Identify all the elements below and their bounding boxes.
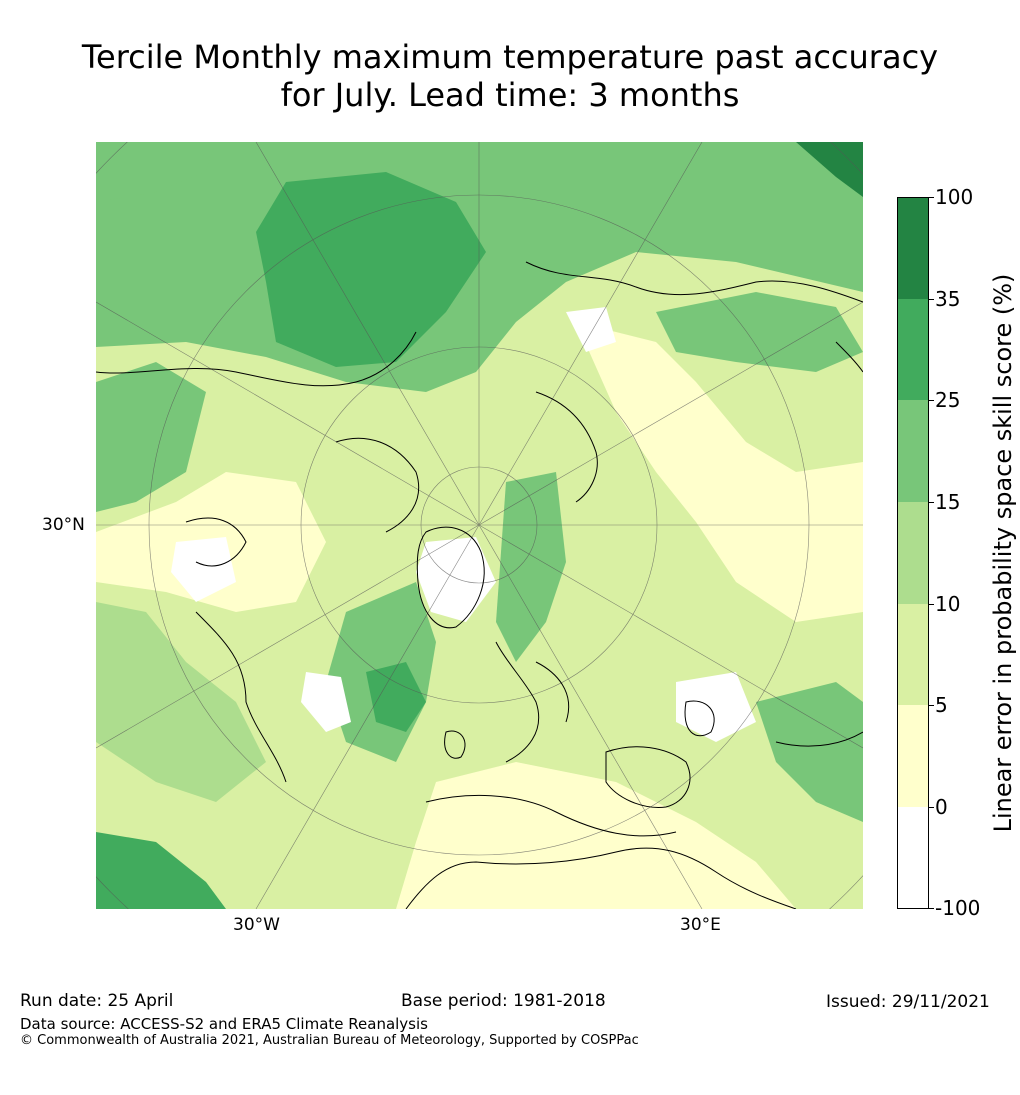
longitude-label-30w: 30°W bbox=[233, 915, 280, 935]
coastline-siberia-north bbox=[525, 261, 863, 303]
colorbar-tick-mark bbox=[929, 807, 934, 808]
coastline-north-africa bbox=[405, 847, 797, 909]
colorbar-tick-label: 15 bbox=[935, 490, 961, 514]
data-source: Data source: ACCESS-S2 and ERA5 Climate … bbox=[20, 1015, 428, 1033]
colorbar-bin-neg100-0 bbox=[897, 807, 929, 909]
region-skill-15-25-southeast bbox=[756, 682, 863, 822]
run-date: Run date: 25 April bbox=[20, 991, 174, 1011]
colorbar-tick-mark bbox=[929, 502, 934, 503]
colorbar-tick-mark bbox=[929, 705, 934, 706]
colorbar bbox=[897, 197, 929, 909]
colorbar-tick-label: 5 bbox=[935, 693, 948, 717]
region-skill-15-25-scandinavia bbox=[496, 472, 566, 662]
colorbar-tick-label: 25 bbox=[935, 388, 961, 412]
colorbar-tick-label: 10 bbox=[935, 592, 961, 616]
colorbar-tick-mark bbox=[929, 197, 934, 198]
colorbar-bin-35-100 bbox=[897, 197, 929, 299]
colorbar-tick-mark bbox=[929, 400, 934, 401]
longitude-label-30e: 30°E bbox=[680, 915, 721, 935]
region-skill-15-25-west bbox=[96, 362, 206, 512]
colorbar-bin-0-5 bbox=[897, 705, 929, 807]
colorbar-tick-label: 100 bbox=[935, 185, 974, 209]
colorbar-bin-15-25 bbox=[897, 400, 929, 502]
region-skill-negative-west bbox=[171, 537, 236, 602]
region-skill-25-35-atlantic bbox=[366, 662, 426, 732]
region-skill-negative-arctic bbox=[566, 307, 616, 352]
region-skill-25-35-north bbox=[256, 172, 486, 367]
region-skill-25-35-sw bbox=[96, 832, 226, 909]
coastline-far-east bbox=[835, 341, 863, 373]
region-skill-negative-greenland bbox=[416, 537, 496, 622]
colorbar-bin-25-35 bbox=[897, 299, 929, 400]
colorbar-tick-mark bbox=[929, 604, 934, 605]
region-skill-15-25-siberia bbox=[656, 292, 863, 372]
coastlines bbox=[96, 261, 863, 909]
region-skill-negative-atlantic bbox=[301, 672, 351, 732]
colorbar-bin-5-10 bbox=[897, 604, 929, 705]
coastline-north-america bbox=[195, 611, 287, 783]
coastline-east-asia bbox=[775, 731, 863, 747]
region-skill-10-15-west bbox=[96, 602, 266, 802]
colorbar-tick-label: 35 bbox=[935, 287, 961, 311]
region-skill-0-5-eurasia bbox=[576, 322, 863, 622]
map-title-line-2: for July. Lead time: 3 months bbox=[280, 76, 740, 114]
colorbar-tick-label: -100 bbox=[935, 896, 981, 920]
colorbar-tick-mark bbox=[929, 299, 934, 300]
coastline-baltic bbox=[535, 661, 570, 723]
map-title-line-1: Tercile Monthly maximum temperature past… bbox=[81, 38, 939, 76]
coastline-caspian-sea bbox=[684, 700, 715, 737]
coastline-black-sea bbox=[605, 746, 691, 808]
map-title: Tercile Monthly maximum temperature past… bbox=[0, 38, 1020, 114]
coastline-british-isles bbox=[444, 730, 466, 759]
copyright-notice: © Commonwealth of Australia 2021, Austra… bbox=[20, 1033, 639, 1048]
coastline-arctic-islands bbox=[335, 437, 420, 533]
region-skill-15-25-corner bbox=[96, 142, 216, 202]
region-skill-0-5-africa bbox=[396, 762, 796, 909]
coastline-scandinavia bbox=[495, 641, 540, 763]
colorbar-bin-10-15 bbox=[897, 502, 929, 604]
issued-date: Issued: 29/11/2021 bbox=[826, 992, 990, 1012]
coastline-hudson-bay bbox=[185, 517, 247, 567]
coastline-mediterranean bbox=[425, 794, 677, 837]
base-period: Base period: 1981-2018 bbox=[401, 991, 606, 1011]
skill-score-map bbox=[96, 142, 863, 909]
colorbar-tick-mark bbox=[929, 908, 934, 909]
graticule bbox=[96, 142, 863, 909]
coastline-novaya-zemlya bbox=[535, 391, 598, 503]
region-skill-35-100-ne bbox=[796, 142, 863, 197]
region-skill-negative-asia bbox=[676, 672, 756, 742]
colorbar-axis-label-text: Linear error in probability space skill … bbox=[989, 273, 1017, 833]
latitude-label-30n: 30°N bbox=[42, 515, 85, 535]
map-canvas bbox=[96, 142, 863, 909]
colorbar-tick-label: 0 bbox=[935, 795, 948, 819]
coastline-alaska bbox=[96, 331, 417, 387]
coastline-greenland bbox=[416, 526, 485, 629]
